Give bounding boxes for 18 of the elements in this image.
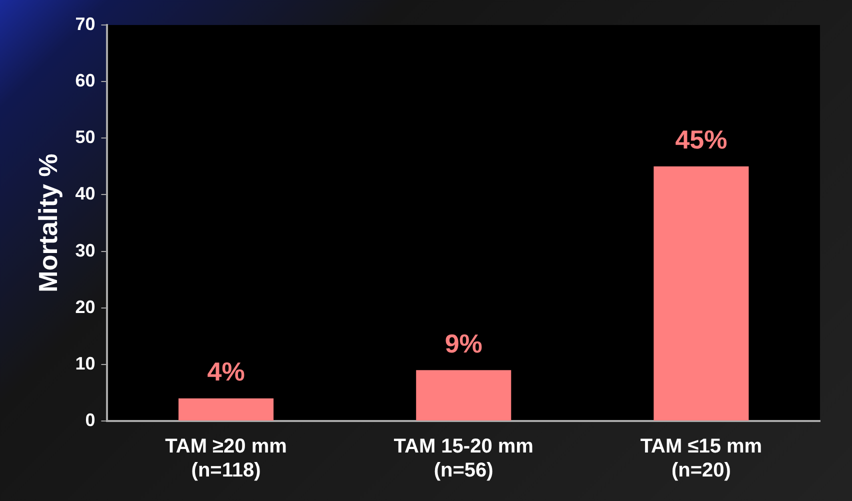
bar — [416, 370, 512, 420]
bar — [654, 166, 749, 420]
y-tick-label: 30 — [75, 240, 96, 260]
y-tick-label: 60 — [75, 70, 96, 91]
data-label: 4% — [207, 356, 245, 387]
data-label: 45% — [675, 124, 728, 155]
data-label: 9% — [444, 328, 482, 358]
y-tick-label: 10 — [75, 353, 96, 374]
x-tick-label: TAM 15-20 mm (n=56) — [394, 436, 534, 482]
y-tick-label: 20 — [75, 296, 96, 317]
y-axis-title: Mortality % — [32, 154, 63, 292]
y-tick-label: 40 — [75, 184, 96, 204]
y-tick-label: 50 — [75, 127, 96, 148]
bar — [178, 398, 274, 420]
y-tick-label: 0 — [85, 410, 96, 430]
x-tick-label: TAM ≥20 mm (n=118) — [165, 436, 287, 482]
x-tick-label: TAM ≤15 mm (n=20) — [640, 436, 762, 482]
y-tick-label: 70 — [75, 14, 96, 34]
